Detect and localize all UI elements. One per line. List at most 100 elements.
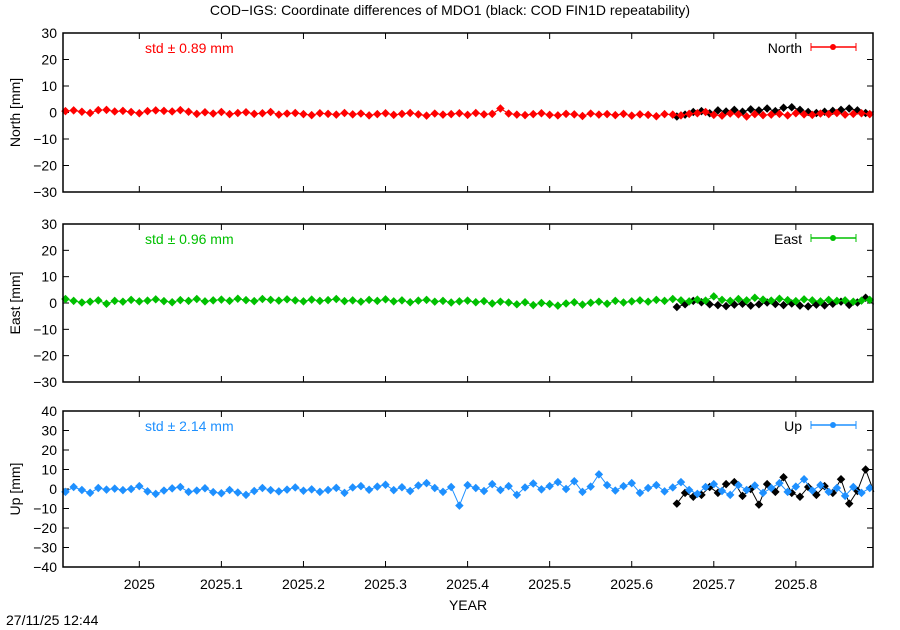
y-tick-label: 20	[41, 442, 57, 458]
difference-east-point	[504, 298, 513, 307]
difference-up-point	[758, 488, 768, 498]
difference-east-point	[693, 295, 702, 304]
repeatability-north-point	[779, 103, 788, 112]
difference-north-point	[110, 107, 119, 116]
difference-east-point	[258, 294, 267, 304]
legend: North	[768, 40, 857, 56]
difference-up-point	[192, 486, 202, 495]
repeatability-east-point	[779, 300, 788, 310]
difference-east-point	[430, 297, 440, 306]
difference-up-point	[520, 483, 530, 492]
difference-north-point	[578, 111, 587, 121]
difference-east-point	[799, 295, 809, 304]
difference-east-point	[832, 296, 842, 306]
difference-east-point	[249, 296, 259, 306]
x-tick-label: 2025.1	[200, 576, 243, 592]
difference-east-point	[323, 295, 333, 305]
difference-up-point	[200, 483, 210, 493]
x-tick-label: 2025.3	[364, 576, 407, 592]
difference-east-point	[545, 299, 554, 309]
panel-up: 40 30 20 10 0 −10 −20 −30 −40 2025 2025.1 2025.2 202…	[7, 403, 875, 613]
difference-east-point	[332, 294, 341, 304]
difference-east-point	[487, 299, 497, 308]
difference-east-point	[684, 297, 694, 306]
difference-up-point	[611, 486, 620, 495]
difference-east-point	[126, 295, 136, 305]
difference-up-point	[151, 489, 160, 499]
difference-up-point	[249, 486, 259, 496]
difference-east-point	[676, 296, 686, 305]
difference-up-point	[291, 483, 300, 492]
difference-east-point	[397, 296, 407, 305]
legend: East	[774, 231, 857, 247]
y-tick-label: 40	[41, 403, 57, 419]
difference-up-point	[373, 482, 382, 491]
difference-north-point	[537, 109, 546, 118]
difference-east-point	[840, 296, 850, 305]
difference-north-point	[176, 105, 185, 115]
difference-up-point	[602, 480, 612, 490]
x-tick-label: 2025.2	[282, 576, 325, 592]
difference-east-point	[808, 296, 817, 305]
difference-north-point	[496, 104, 505, 113]
difference-east-point	[586, 298, 595, 307]
legend-marker	[830, 235, 836, 241]
difference-up-point	[143, 487, 152, 496]
difference-east-point	[635, 296, 645, 305]
difference-up-point	[766, 483, 776, 493]
difference-up-point	[496, 485, 505, 495]
difference-up-point	[676, 477, 686, 487]
difference-north-point	[282, 109, 292, 118]
difference-up-point	[69, 482, 78, 492]
difference-east-point	[775, 294, 784, 304]
difference-north-point	[373, 109, 382, 119]
difference-east-point	[299, 297, 308, 306]
y-tick-label: −30	[33, 540, 57, 556]
difference-up-point	[570, 476, 579, 486]
difference-up-point	[545, 481, 554, 491]
difference-north-point	[479, 110, 489, 119]
plot-frame	[62, 223, 874, 383]
difference-north-point	[85, 108, 95, 118]
difference-east-point	[135, 297, 144, 306]
panel-east: 30 20 10 0 −10 −20 −30 East [mm] std ± 0.96 mm Ea…	[7, 216, 875, 390]
difference-east-point	[717, 295, 727, 305]
difference-north-point	[520, 110, 530, 120]
difference-north-point	[208, 109, 218, 118]
difference-east-point	[627, 297, 636, 306]
plot-frame	[62, 32, 874, 193]
y-tick-label: −20	[33, 348, 57, 364]
difference-north-point	[299, 109, 308, 119]
legend-marker	[830, 422, 836, 428]
difference-east-point	[570, 297, 579, 307]
difference-up-point	[208, 487, 218, 497]
difference-up-point	[619, 481, 628, 491]
difference-north-point	[143, 106, 152, 116]
difference-up-point	[512, 490, 522, 500]
y-tick-label: −10	[33, 131, 57, 147]
repeatability-up-point	[738, 491, 747, 501]
difference-north-point	[135, 109, 144, 118]
difference-north-point	[323, 109, 333, 119]
difference-up-point	[176, 482, 185, 492]
difference-east-point	[364, 295, 374, 305]
difference-up-point	[274, 487, 284, 496]
difference-east-point	[208, 296, 218, 305]
difference-east-point	[758, 295, 768, 304]
y-tick-label: −10	[33, 501, 57, 517]
difference-up-point	[824, 487, 833, 497]
x-tick-label: 2025.7	[692, 576, 735, 592]
difference-up-point	[323, 485, 333, 495]
difference-east-point	[167, 297, 177, 307]
difference-north-point	[455, 109, 464, 118]
difference-up-point	[660, 487, 669, 496]
difference-east-point	[849, 297, 858, 306]
difference-east-point	[159, 296, 169, 306]
difference-up-point	[315, 487, 325, 497]
repeatability-up-point	[844, 499, 854, 508]
difference-up-point	[693, 489, 702, 499]
difference-up-point	[668, 483, 677, 492]
difference-north-point	[602, 109, 612, 119]
difference-up-point	[348, 483, 357, 492]
difference-east-point	[438, 296, 448, 306]
